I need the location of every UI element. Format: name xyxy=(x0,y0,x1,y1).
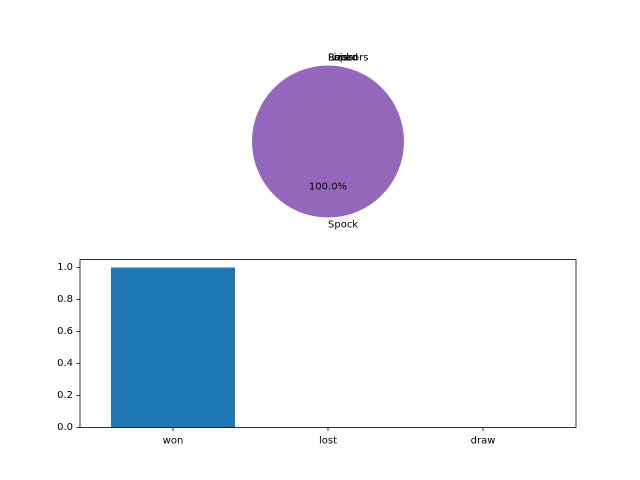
x-tick-label-draw: draw xyxy=(471,436,496,447)
y-tick-label: 0.8 xyxy=(57,294,73,305)
x-tick-label-lost: lost xyxy=(319,436,337,447)
y-tick-label: 1.0 xyxy=(57,262,73,273)
pie-slice-spock xyxy=(252,65,404,218)
pie-label-spock: Spock xyxy=(328,220,358,231)
pie-pct-label-spock: 100.0% xyxy=(309,182,347,193)
y-tick-label: 0.2 xyxy=(57,390,73,401)
pie-label-lizard: Lizard xyxy=(328,52,358,63)
y-tick-label: 0.0 xyxy=(57,422,73,433)
y-tick-label: 0.6 xyxy=(57,326,73,337)
bar-chart: 0.0 0.2 0.4 0.6 0.8 1.0 won lost draw xyxy=(57,259,577,447)
y-tick-label: 0.4 xyxy=(57,358,73,369)
pie-label-rock: Rock xyxy=(328,52,352,63)
pie-label-paper: Paper xyxy=(328,52,357,63)
pie-label-scissors: Scissors xyxy=(328,52,368,63)
x-tick-label-won: won xyxy=(163,436,184,447)
bar-won xyxy=(111,267,235,428)
pie-chart: Rock0.0%Paper0.0%Scissors0.0%Lizard0.0%S… xyxy=(252,52,404,231)
